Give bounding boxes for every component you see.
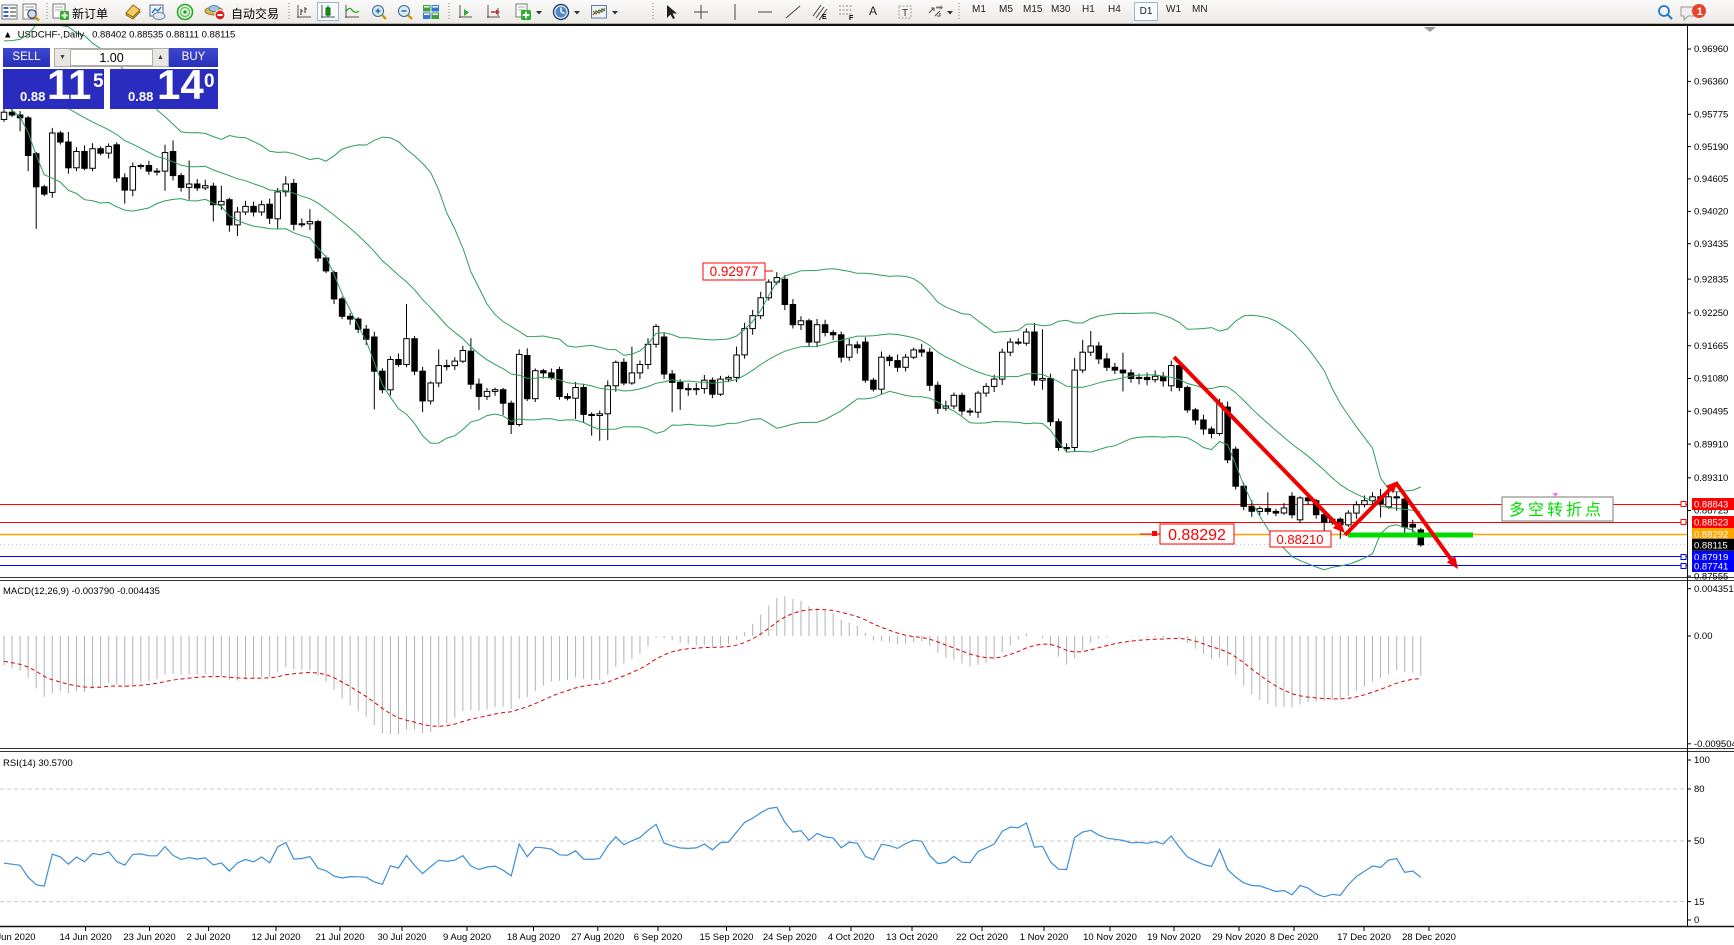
svg-text:100: 100	[1694, 755, 1710, 766]
svg-text:0.88843: 0.88843	[1694, 500, 1728, 511]
svg-text:0.87919: 0.87919	[1694, 553, 1728, 564]
svg-text:0.004351: 0.004351	[1694, 584, 1734, 595]
svg-text:0.88115: 0.88115	[1694, 540, 1728, 551]
svg-text:0.89910: 0.89910	[1694, 439, 1728, 450]
svg-text:E: E	[822, 14, 827, 21]
svg-text:0.94020: 0.94020	[1694, 207, 1728, 218]
svg-text:0.88523: 0.88523	[1694, 518, 1728, 529]
svg-text:0.89310: 0.89310	[1694, 473, 1728, 484]
svg-text:F: F	[849, 15, 854, 21]
svg-text:2 Jul 2020: 2 Jul 2020	[187, 932, 231, 943]
svg-text:1 Nov 2020: 1 Nov 2020	[1020, 932, 1069, 943]
svg-text:8 Dec 2020: 8 Dec 2020	[1270, 932, 1319, 943]
svg-text:21 Jul 2020: 21 Jul 2020	[315, 932, 364, 943]
svg-text:10 Nov 2020: 10 Nov 2020	[1083, 932, 1137, 943]
svg-text:0.94605: 0.94605	[1694, 174, 1728, 185]
svg-text:0.95775: 0.95775	[1694, 110, 1728, 121]
svg-text:28 Dec 2020: 28 Dec 2020	[1402, 932, 1456, 943]
svg-text:0.91080: 0.91080	[1694, 374, 1728, 385]
svg-text:12 Jul 2020: 12 Jul 2020	[251, 932, 300, 943]
svg-text:0.92977: 0.92977	[710, 264, 759, 279]
svg-text:0: 0	[1694, 915, 1699, 926]
svg-text:-0.009504: -0.009504	[1694, 739, 1734, 750]
svg-text:4 Jun 2020: 4 Jun 2020	[0, 932, 36, 943]
svg-text:0.00: 0.00	[1694, 631, 1713, 642]
svg-text:24 Sep 2020: 24 Sep 2020	[763, 932, 817, 943]
svg-text:27 Aug 2020: 27 Aug 2020	[571, 932, 624, 943]
svg-text:▲ USDCHF-,Daily 0.88402 0.8: ▲ USDCHF-,Daily 0.88402 0.88535 0.88111 …	[3, 30, 235, 41]
svg-text:17 Dec 2020: 17 Dec 2020	[1337, 932, 1391, 943]
svg-text:0.87741: 0.87741	[1694, 562, 1728, 573]
svg-text:19 Nov 2020: 19 Nov 2020	[1147, 932, 1201, 943]
svg-text:0.88292: 0.88292	[1694, 530, 1728, 541]
svg-text:22 Oct 2020: 22 Oct 2020	[956, 932, 1008, 943]
svg-text:18 Aug 2020: 18 Aug 2020	[507, 932, 560, 943]
svg-text:15 Sep 2020: 15 Sep 2020	[700, 932, 754, 943]
svg-text:6 Sep 2020: 6 Sep 2020	[634, 932, 683, 943]
svg-text:多空转折点: 多空转折点	[1509, 501, 1604, 519]
svg-text:RSI(14) 30.5700: RSI(14) 30.5700	[3, 758, 73, 769]
svg-text:9 Aug 2020: 9 Aug 2020	[443, 932, 491, 943]
svg-text:0.88725: 0.88725	[1694, 506, 1728, 517]
svg-text:23 Jun 2020: 23 Jun 2020	[123, 932, 175, 943]
svg-text:13 Oct 2020: 13 Oct 2020	[886, 932, 938, 943]
svg-text:0.92250: 0.92250	[1694, 308, 1728, 319]
svg-text:1: 1	[1697, 6, 1703, 18]
svg-text:0.96360: 0.96360	[1694, 77, 1728, 88]
svg-text:0.92835: 0.92835	[1694, 274, 1728, 285]
svg-text:0.91665: 0.91665	[1694, 341, 1728, 352]
svg-text:15: 15	[1694, 897, 1705, 908]
svg-text:MACD(12,26,9) -0.003790 -0.004: MACD(12,26,9) -0.003790 -0.004435	[3, 586, 160, 597]
svg-text:4 Oct 2020: 4 Oct 2020	[828, 932, 874, 943]
svg-text:0.93435: 0.93435	[1694, 239, 1728, 250]
svg-text:30 Jul 2020: 30 Jul 2020	[377, 932, 426, 943]
svg-text:0.90495: 0.90495	[1694, 407, 1728, 418]
svg-text:80: 80	[1694, 784, 1705, 795]
svg-text:0.88210: 0.88210	[1277, 532, 1324, 547]
svg-text:0.88292: 0.88292	[1168, 527, 1226, 544]
svg-text:50: 50	[1694, 836, 1705, 847]
svg-text:0.87555: 0.87555	[1694, 571, 1728, 582]
svg-text:T: T	[902, 8, 908, 19]
svg-text:0.96960: 0.96960	[1694, 44, 1728, 55]
svg-text:29 Nov 2020: 29 Nov 2020	[1212, 932, 1266, 943]
svg-text:14 Jun 2020: 14 Jun 2020	[59, 932, 111, 943]
svg-text:0.95190: 0.95190	[1694, 142, 1728, 153]
